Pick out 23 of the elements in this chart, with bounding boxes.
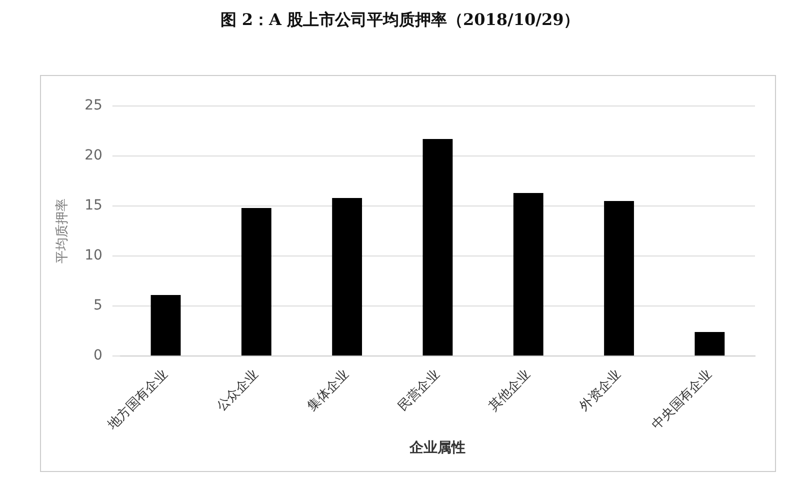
bar xyxy=(422,139,453,356)
bar xyxy=(150,295,181,356)
y-tick-label: 25 xyxy=(84,98,102,114)
x-tick-label: 地方国有企业 xyxy=(104,366,171,434)
x-tick-label: 公众企业 xyxy=(214,367,262,415)
y-tick-label: 10 xyxy=(84,248,102,264)
y-tick-label: 20 xyxy=(84,148,102,164)
x-tick-label: 其他企业 xyxy=(486,367,534,415)
bar xyxy=(513,193,544,356)
x-tick-label: 外资企业 xyxy=(576,367,624,415)
y-tick-label: 0 xyxy=(93,348,102,364)
x-tick-label: 民营企业 xyxy=(396,367,443,415)
y-tick-label: 15 xyxy=(84,198,102,214)
x-tick-label: 中央国有企业 xyxy=(649,367,715,433)
bar xyxy=(694,332,725,356)
x-tick-label: 集体企业 xyxy=(304,367,352,415)
x-axis-title: 企业属性 xyxy=(408,440,466,456)
bar xyxy=(604,201,634,356)
chart-title: 图 2：A 股上市公司平均质押率（2018/10/29） xyxy=(219,10,581,31)
y-axis-title: 平均质押率 xyxy=(54,198,70,264)
bar xyxy=(332,198,362,356)
y-tick-label: 5 xyxy=(93,298,102,314)
bar xyxy=(241,208,272,356)
